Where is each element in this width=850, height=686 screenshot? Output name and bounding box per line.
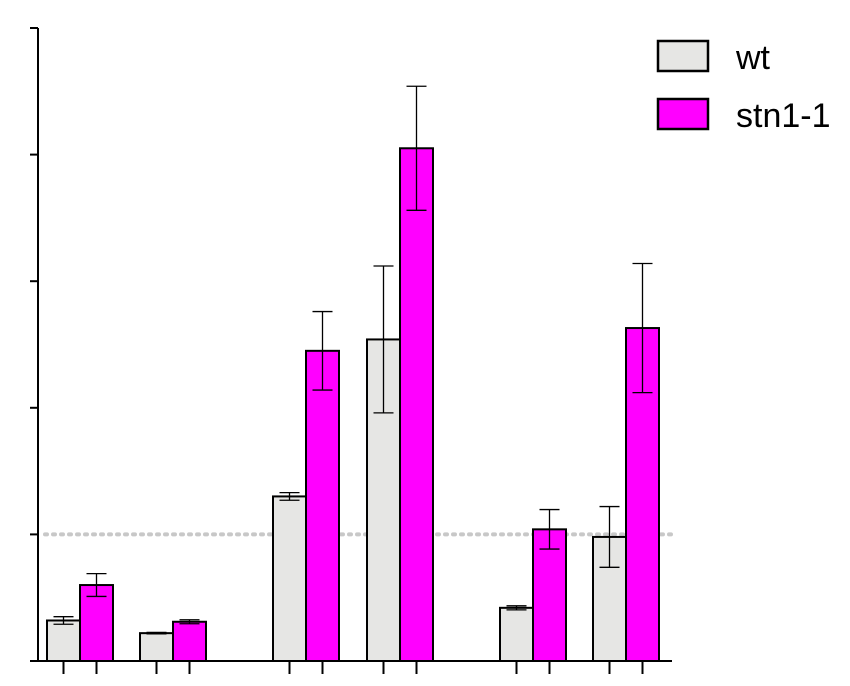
bars (46, 147, 660, 663)
bar-stn1-1-1 (172, 620, 207, 663)
bar-stn1-1-2 (305, 349, 340, 662)
bar-wt-2 (272, 495, 307, 663)
bar-wt-0 (46, 619, 81, 662)
legend-swatch-stn1-1 (656, 97, 710, 131)
legend-label-stn1-1: stn1-1 (736, 97, 831, 135)
legend: wt stn1-1 (656, 39, 831, 135)
error-bars (53, 85, 653, 635)
bar-wt-1 (139, 632, 174, 663)
bar-wt-4 (499, 606, 534, 663)
legend-swatch-wt (656, 39, 710, 73)
legend-label-wt: wt (735, 39, 771, 77)
bar-stn1-1-3 (399, 147, 434, 662)
axes (30, 27, 672, 674)
